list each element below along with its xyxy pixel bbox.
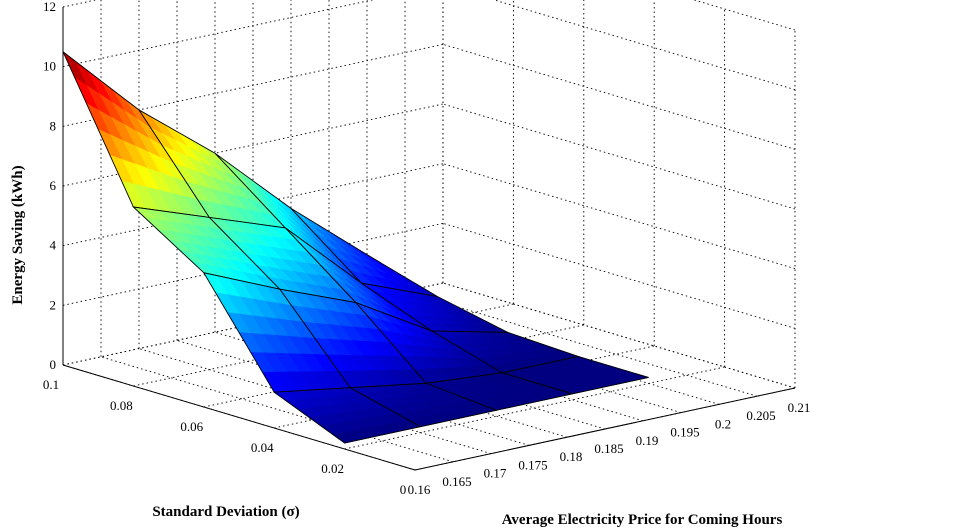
x-tick-label: 0.195	[670, 425, 699, 440]
side-wall-grid-line	[492, 0, 796, 91]
y-tick-label: 0.02	[321, 461, 344, 476]
floor-grid-line	[100, 356, 454, 463]
z-tick-label: 12	[43, 0, 56, 14]
x-tick-label: 0.205	[746, 408, 775, 423]
z-tick-labels: 0 2 4 6 8 10 12	[43, 0, 57, 372]
x-tick-labels: 0.160.1650.170.1750.180.1850.190.1950.20…	[408, 400, 811, 497]
surface-cell	[132, 206, 282, 290]
y-tick-label: 0	[400, 482, 407, 497]
side-wall-grid-line	[442, 163, 796, 270]
z-tick-label: 6	[50, 178, 57, 193]
surface-cell	[348, 382, 499, 428]
surface-cell	[355, 302, 504, 384]
x-tick-label: 0.175	[518, 457, 547, 472]
x-axis-line	[414, 387, 796, 471]
surface	[62, 51, 649, 444]
x-tick-label: 0.16	[408, 482, 431, 497]
surface-cell	[272, 387, 422, 444]
z-tick-label: 10	[43, 59, 56, 74]
y-axis-title: Standard Deviation (σ)	[152, 504, 299, 520]
x-tick-label: 0.18	[560, 449, 583, 464]
surface-cell	[278, 288, 428, 389]
x-tick-label: 0.17	[484, 466, 507, 481]
side-wall-grid-line	[442, 103, 796, 210]
surface-cell	[202, 272, 352, 393]
x-axis-title: Average Electricity Price for Coming Hou…	[502, 512, 783, 528]
y-tick-label: 0.1	[43, 377, 59, 392]
z-tick-label: 4	[50, 238, 57, 253]
floor-grid-line	[404, 290, 758, 397]
side-wall-grid-line	[442, 282, 796, 389]
side-wall-grid-line	[442, 222, 796, 329]
floor-grid-line	[176, 339, 530, 446]
surface-cell	[502, 355, 649, 395]
surface-cell	[208, 216, 358, 304]
z-tick-label: 2	[50, 297, 57, 312]
side-wall-grid-line	[442, 43, 796, 150]
surface-cell-edge	[502, 355, 649, 395]
z-axis-title: Energy Saving (kWh)	[10, 165, 26, 304]
back-wall-grid-line	[62, 0, 375, 68]
surface-cell	[430, 330, 580, 374]
x-tick-label: 0.185	[594, 441, 623, 456]
x-tick-label: 0.2	[715, 416, 731, 431]
y-tick-label: 0.08	[110, 398, 133, 413]
floor-grid-line	[138, 348, 492, 455]
x-tick-label: 0.165	[442, 474, 471, 489]
back-wall-grid-line	[62, 103, 444, 187]
z-tick-label: 0	[50, 357, 57, 372]
x-tick-label: 0.21	[788, 400, 811, 415]
axis-lines	[62, 7, 796, 471]
floor-grid-line	[344, 366, 725, 450]
surface-cell	[361, 282, 509, 333]
side-wall-grid-line	[692, 0, 796, 31]
surface-cell	[62, 51, 211, 219]
surface-cell	[214, 152, 362, 284]
y-axis-line	[62, 364, 416, 471]
back-wall-grid-line	[62, 43, 444, 127]
y-tick-labels: 0 0.02 0.04 0.06 0.08 0.1	[43, 377, 406, 497]
x-tick-label: 0.19	[636, 433, 659, 448]
y-tick-label: 0.04	[251, 440, 274, 455]
z-tick-label: 8	[50, 118, 57, 133]
y-tick-label: 0.06	[180, 419, 203, 434]
